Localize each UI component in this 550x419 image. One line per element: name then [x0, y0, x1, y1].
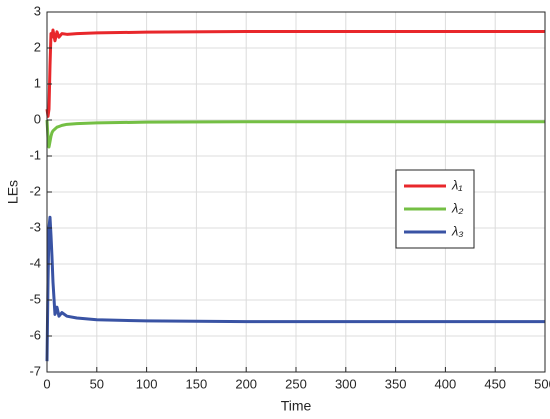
legend-label: λ₁ — [451, 177, 463, 192]
x-tick-label: 300 — [335, 376, 357, 391]
legend: λ₁ λ₂ λ₃ — [395, 169, 475, 249]
legend-label: λ₃ — [451, 223, 464, 238]
y-tick-label: -5 — [29, 291, 41, 306]
x-tick-label: 450 — [484, 376, 506, 391]
x-tick-label: 0 — [43, 376, 50, 391]
x-tick-label: 50 — [90, 376, 104, 391]
y-tick-label: -2 — [29, 183, 41, 198]
x-tick-label: 150 — [186, 376, 208, 391]
ticks: 0 50 100 150 200 250 300 350 400 450 500 -7 -6 -5 -4 -3… — [29, 3, 550, 391]
x-tick-label: 350 — [385, 376, 407, 391]
legend-label: λ₂ — [451, 200, 463, 215]
x-tick-label: 250 — [285, 376, 307, 391]
y-axis-label: LEs — [5, 180, 21, 204]
x-tick-label: 100 — [136, 376, 158, 391]
y-tick-label: -1 — [29, 147, 41, 162]
y-tick-label: -3 — [29, 219, 41, 234]
y-tick-label: 1 — [34, 75, 41, 90]
y-tick-label: -6 — [29, 327, 41, 342]
series-line — [45, 28, 545, 118]
x-axis-label: Time — [281, 398, 312, 414]
x-tick-label: 400 — [435, 376, 457, 391]
y-tick-label: 2 — [34, 39, 41, 54]
y-tick-label: 0 — [34, 111, 41, 126]
lines — [45, 28, 545, 362]
y-tick-label: -7 — [29, 363, 41, 378]
y-tick-label: 3 — [34, 3, 41, 18]
series-line — [45, 119, 545, 149]
x-tick-label: 200 — [235, 376, 257, 391]
series-line — [45, 215, 545, 362]
y-tick-label: -4 — [29, 255, 41, 270]
x-tick-label: 500 — [534, 376, 550, 391]
